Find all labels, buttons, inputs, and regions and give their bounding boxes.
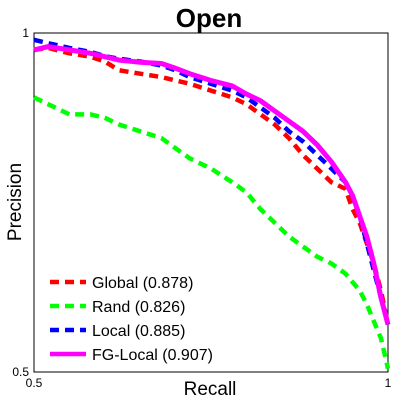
y-tick-label-top: 1 — [22, 26, 29, 40]
series-line-fg-local — [33, 44, 391, 326]
y-tick-label-bottom: 0.5 — [12, 365, 29, 379]
legend-label-global: Global (0.878) — [92, 275, 193, 292]
x-tick-label-right: 1 — [385, 376, 392, 390]
legend-label-rand: Rand (0.826) — [92, 299, 185, 316]
series-line-rand — [33, 95, 391, 370]
legend-label-local: Local (0.885) — [92, 323, 185, 340]
chart-title: Open — [176, 3, 242, 33]
y-axis-label: Precision — [5, 163, 26, 241]
x-axis-label: Recall — [184, 379, 237, 400]
series-line-global — [33, 45, 391, 325]
x-tick-label-left: 0.5 — [26, 376, 43, 390]
legend-label-fg-local: FG-Local (0.907) — [92, 347, 213, 364]
legend: Global (0.878) Rand (0.826) Local (0.885… — [50, 275, 213, 364]
series-layer — [33, 37, 391, 370]
tick-layer: 1 0.5 0.5 1 — [12, 26, 391, 390]
